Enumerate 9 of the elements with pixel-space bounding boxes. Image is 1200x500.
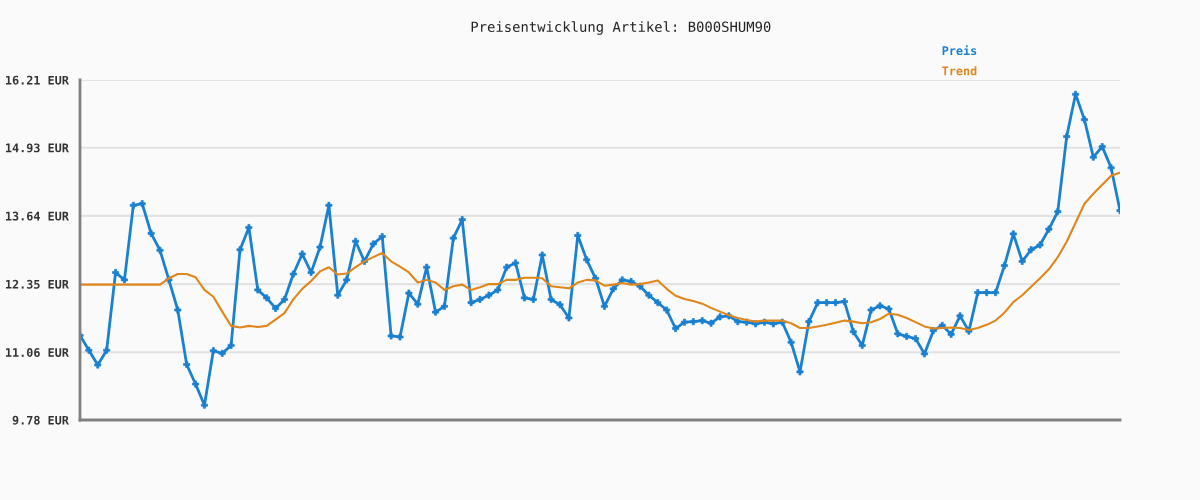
- y-tick-label: 14.93 EUR: [6, 143, 69, 153]
- text: Trend: [942, 66, 977, 76]
- y-tick-label: 16.21 EUR: [6, 75, 69, 85]
- y-tick-label: 9.78 EUR: [12, 415, 69, 425]
- chart-title: Preisentwicklung Artikel: B000SHUM90: [471, 21, 771, 35]
- y-tick-label: 11.06 EUR: [6, 348, 69, 357]
- text: Preis: [942, 45, 977, 56]
- y-tick-label: 13.64 EUR: [6, 211, 69, 221]
- y-tick-label: 12.35 EUR: [6, 279, 69, 289]
